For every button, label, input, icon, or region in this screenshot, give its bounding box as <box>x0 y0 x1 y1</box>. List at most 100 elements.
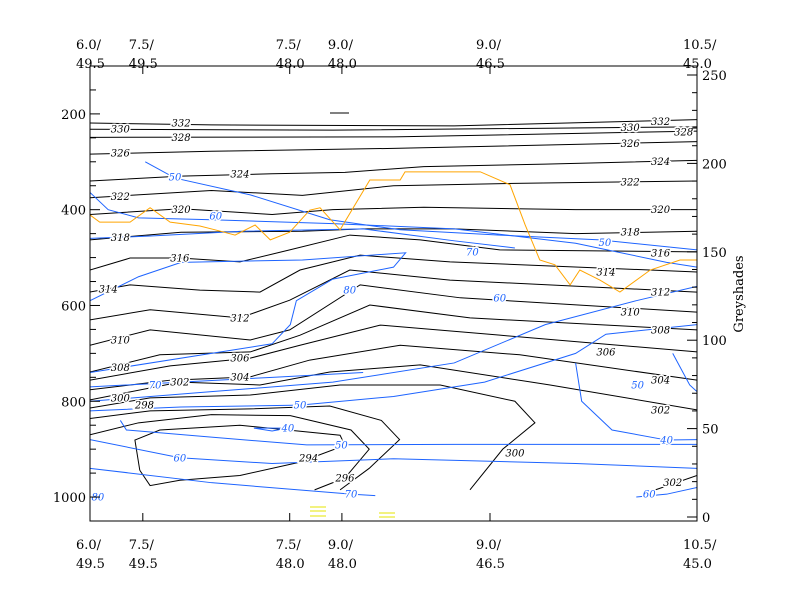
wind-contour-label: 70 <box>466 247 479 258</box>
theta-contour-label: 322 <box>111 192 130 203</box>
contour-layer <box>90 119 697 498</box>
wind-contour-label: 50 <box>631 380 644 391</box>
theta-contour-line <box>90 284 697 346</box>
section-label-lat: 46.5 <box>476 557 505 572</box>
section-label-lon: 9.0/ <box>328 38 354 53</box>
theta-contour-label: 326 <box>621 139 641 150</box>
theta-contour-label: 312 <box>651 288 670 299</box>
theta-contour-line <box>90 141 697 155</box>
theta-contour-label: 320 <box>651 205 671 216</box>
wind-contour-label: 70 <box>345 490 358 501</box>
section-label-lon: 7.5/ <box>276 38 302 53</box>
theta-contour-label: 302 <box>170 378 189 389</box>
wind-contour-line <box>575 362 697 441</box>
tropopause-line <box>90 171 697 293</box>
y2-tick-label: 0 <box>702 511 710 526</box>
theta-contour-label: 318 <box>111 233 130 244</box>
plot-frame <box>89 65 698 522</box>
theta-contour-label: 328 <box>172 133 191 144</box>
wind-contour-line <box>90 192 697 268</box>
wind-contour-line <box>636 486 697 498</box>
theta-contour-line <box>90 234 697 271</box>
section-label-lon: 7.5/ <box>129 38 155 53</box>
wind-contour-line <box>90 252 407 374</box>
section-label-lon: 7.5/ <box>129 538 155 553</box>
section-label-lat: 48.0 <box>328 57 357 72</box>
axes: 200 400 600 800 1000 0 50 100 150 200 250 6.0/49.5 6… <box>53 38 727 572</box>
theta-contour-label: 308 <box>651 325 670 336</box>
wind-contour-line <box>90 467 376 497</box>
wind-contour-line <box>672 353 697 393</box>
theta-contour-label: 332 <box>172 118 191 129</box>
theta-contour-label: 300 <box>111 393 131 404</box>
section-label-lat: 49.5 <box>76 557 105 572</box>
theta-contour-label: 302 <box>651 405 670 416</box>
contour-label-layer: 332 332 330 330 328 328 326 326 324 324 322 322 320 3… <box>90 116 695 505</box>
wind-contour-label: 50 <box>169 173 182 184</box>
theta-contour-line <box>90 159 697 182</box>
wind-contour-line <box>90 285 697 402</box>
theta-contour-label: 304 <box>230 372 249 383</box>
y2-tick-label: 250 <box>702 69 727 84</box>
section-label-lon: 9.0/ <box>328 538 354 553</box>
surface-markers <box>310 112 395 518</box>
theta-contour-label: 306 <box>230 354 250 365</box>
theta-contour-label: 324 <box>230 170 249 181</box>
wind-contour-label: 60 <box>493 293 506 304</box>
y-tick-label: 1000 <box>53 491 86 506</box>
wind-contour-line <box>253 427 288 432</box>
theta-contour-label: 316 <box>651 248 671 259</box>
theta-contour-line <box>648 475 697 493</box>
y2-tick-label: 150 <box>702 246 727 261</box>
theta-contour-label: 314 <box>99 285 118 296</box>
section-label-lat: 45.0 <box>683 57 712 72</box>
section-label-lat: 49.5 <box>129 557 158 572</box>
theta-contour-line <box>90 119 697 127</box>
wind-contour-label: 60 <box>173 453 186 464</box>
y2-tick-label: 100 <box>702 334 727 349</box>
theta-contour-label: 314 <box>596 267 615 278</box>
theta-contour-label: 310 <box>621 308 641 319</box>
section-label-lon: 6.0/ <box>76 538 102 553</box>
wind-contour-line <box>90 439 697 469</box>
theta-contour-label: 318 <box>621 228 640 239</box>
theta-contour-line <box>90 269 697 321</box>
wind-contour-label: 50 <box>598 238 611 249</box>
theta-contour-line <box>90 206 697 215</box>
y-tick-label: 800 <box>61 395 86 410</box>
wind-contour-label: 60 <box>209 211 222 222</box>
wind-contour-label: 40 <box>281 424 295 435</box>
wind-contour-line <box>90 228 515 249</box>
theta-contour-line <box>90 180 697 199</box>
theta-contour-line <box>90 130 697 138</box>
theta-contour-line <box>90 384 536 491</box>
theta-contour-line <box>90 414 370 491</box>
section-label-lat: 49.5 <box>76 57 105 72</box>
theta-contour-label: 310 <box>111 335 131 346</box>
theta-contour-label: 304 <box>651 376 670 387</box>
section-label-lat: 48.0 <box>276 557 305 572</box>
section-label-lon: 7.5/ <box>276 538 302 553</box>
theta-contour-label: 294 <box>298 453 318 464</box>
theta-contour-line <box>90 126 697 131</box>
theta-contour-label: 326 <box>111 149 131 160</box>
wind-contour-label: 60 <box>643 490 656 501</box>
theta-contour-label: 300 <box>505 448 525 459</box>
wind-contour-line <box>119 420 697 446</box>
y2-tick-label: 200 <box>702 157 727 172</box>
wind-contour-line <box>90 372 364 388</box>
theta-contour-label: 306 <box>596 347 616 358</box>
section-label-lon: 6.0/ <box>76 38 102 53</box>
theta-contour-label: 320 <box>172 205 192 216</box>
wind-contour-label: 50 <box>294 401 307 412</box>
section-label-lon: 9.0/ <box>476 38 502 53</box>
theta-contour-line <box>90 304 697 373</box>
theta-contour-line <box>90 405 401 491</box>
theta-contour-label: 330 <box>111 125 131 136</box>
section-label-lon: 10.5/ <box>683 38 717 53</box>
y-tick-label: 200 <box>61 108 86 123</box>
theta-contour-label: 332 <box>651 117 670 128</box>
theta-contour-line <box>90 254 697 293</box>
y2-axis-label: Greyshades <box>732 255 747 332</box>
